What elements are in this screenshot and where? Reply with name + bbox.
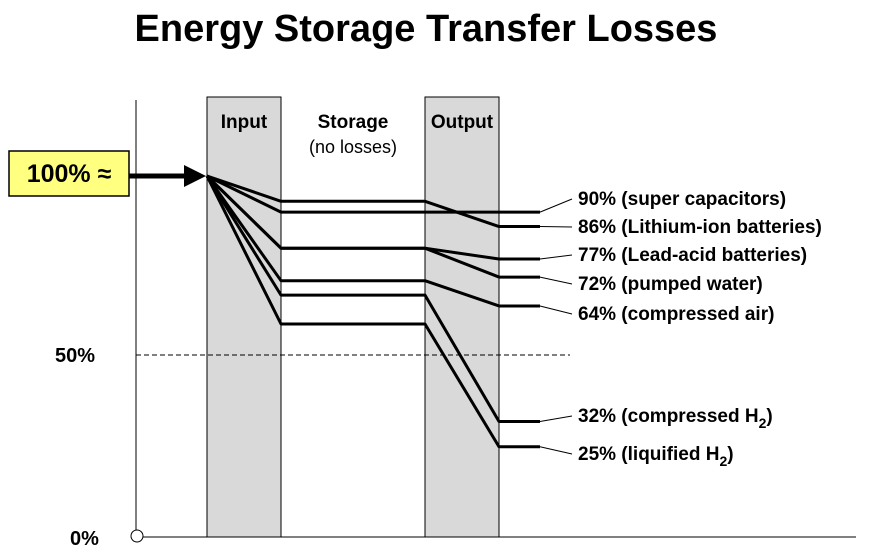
series-label-4: 64% (compressed air): [578, 304, 774, 325]
loss-path-3: [205, 174, 540, 279]
loss-path-6: [205, 175, 540, 449]
axis-origin-marker: [130, 529, 144, 543]
loss-path-5: [205, 175, 540, 423]
label-leader-5: [539, 415, 573, 422]
series-label-1: 86% (Lithium-ion batteries): [578, 217, 822, 238]
loss-path-1: [206, 174, 540, 229]
label-leader-4: [539, 305, 573, 315]
series-label-2: 77% (Lead-acid batteries): [578, 245, 807, 266]
zero-percent-label: 0%: [70, 528, 99, 550]
chart-title: Energy Storage Transfer Losses: [135, 8, 718, 50]
input-stage-panel: [206, 96, 282, 538]
output-stage-header: Output: [431, 112, 494, 133]
label-leader-6: [539, 446, 573, 455]
loss-path-4: [205, 175, 540, 308]
series-layer: 90% (super capacitors) 86% (Lithium-ion b…: [205, 174, 822, 469]
label-leader-3: [539, 276, 573, 285]
label-leader-0: [539, 198, 573, 213]
storage-stage-note: (no losses): [309, 137, 397, 157]
loss-path-0: [206, 174, 540, 214]
label-leader-2: [539, 254, 573, 260]
series-label-3: 72% (pumped water): [578, 274, 763, 295]
storage-stage-header: Storage: [318, 112, 389, 133]
input-100-percent-label: 100% ≈: [27, 160, 112, 188]
series-label-5: 32% (compressed H2): [578, 406, 773, 431]
input-stage-header: Input: [221, 112, 268, 133]
series-label-0: 90% (super capacitors): [578, 189, 786, 210]
series-label-6: 25% (liquified H2): [578, 444, 734, 469]
fifty-percent-label: 50%: [55, 345, 95, 367]
input-arrow-head: [184, 165, 206, 187]
input-100-percent-box: [8, 150, 130, 197]
